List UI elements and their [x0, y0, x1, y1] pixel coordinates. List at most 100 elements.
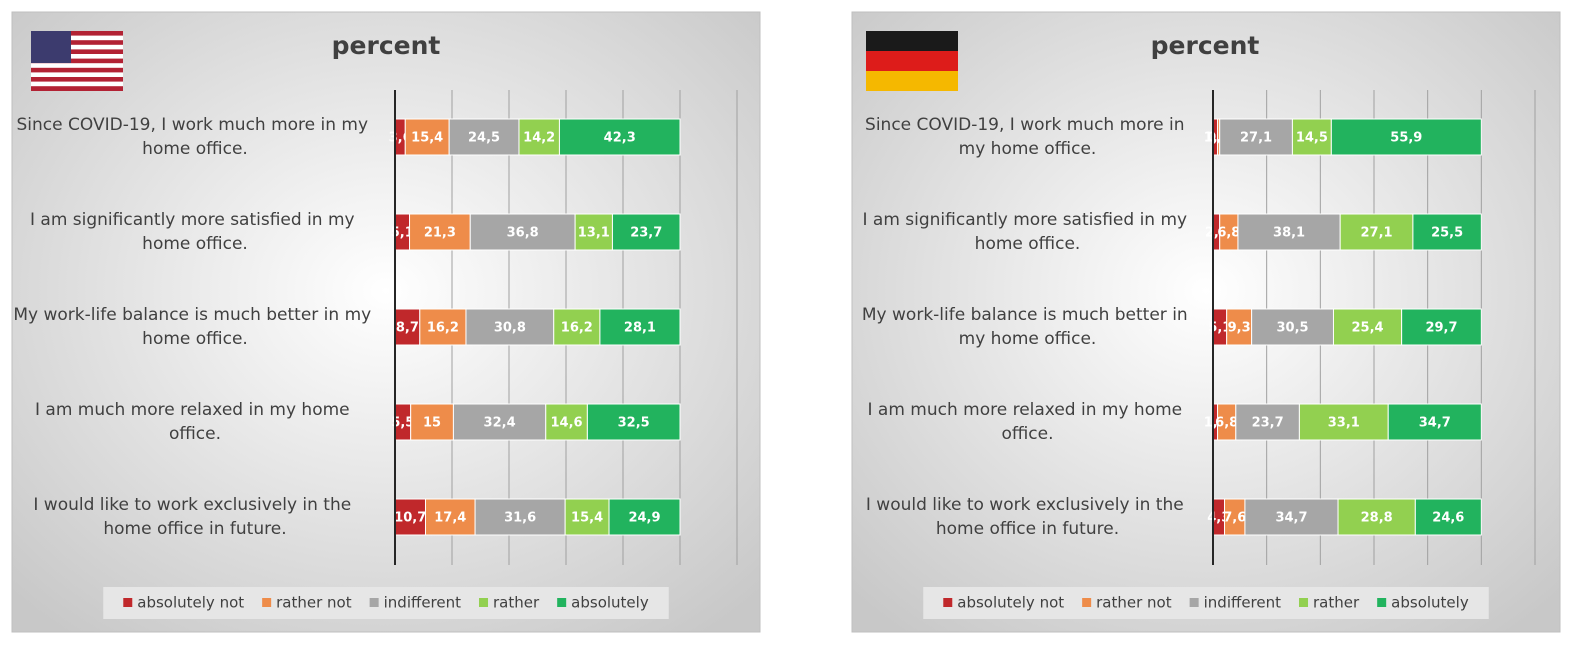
legend-swatch	[557, 598, 567, 607]
legend-label: rather	[1313, 594, 1360, 612]
value-label: 9,3	[1228, 321, 1251, 336]
value-label: 16,2	[561, 321, 593, 336]
bar-segment	[424, 498, 476, 536]
bar-segment	[469, 213, 576, 251]
legend-swatch	[369, 598, 379, 607]
legend-swatch	[262, 598, 272, 607]
bar-segment	[410, 403, 454, 441]
bar-segment	[1226, 308, 1253, 346]
value-label: 32,4	[484, 416, 516, 431]
bar-segment	[1339, 213, 1414, 251]
value-label: 31,6	[504, 511, 536, 526]
value-label: 38,1	[1273, 226, 1305, 241]
value-label: 15	[423, 416, 441, 431]
value-label: 28,8	[1361, 511, 1393, 526]
legend-label: absolutely	[1391, 594, 1469, 612]
value-label: 34,7	[1419, 416, 1451, 431]
value-label: 33,1	[1328, 416, 1360, 431]
legend-swatch	[123, 598, 133, 607]
legend-label: absolutely not	[957, 594, 1064, 612]
category-label: My work-life balance is much better in m…	[862, 305, 1193, 349]
chart-title: percent	[332, 31, 441, 60]
bar-segment	[1337, 498, 1416, 536]
legend-swatch	[1377, 598, 1387, 607]
bar-segment	[611, 213, 681, 251]
value-label: 14,5	[1296, 131, 1328, 146]
value-label: 23,7	[1252, 416, 1284, 431]
value-label: 5,1	[391, 226, 414, 241]
bar-segment	[599, 308, 681, 346]
value-label: 14,6	[551, 416, 583, 431]
value-label: 16,2	[427, 321, 459, 336]
bar-segment	[1414, 498, 1482, 536]
category-label: Since COVID-19, I work much more in my h…	[865, 115, 1190, 159]
category-label: I would like to work exclusively in the …	[33, 495, 356, 539]
bar-segment	[1332, 308, 1403, 346]
value-label: 7,6	[1223, 511, 1246, 526]
value-label: 15,4	[411, 131, 443, 146]
value-label: 15,4	[571, 511, 603, 526]
value-label: 30,5	[1277, 321, 1309, 336]
de-flag	[866, 31, 958, 91]
bar-segment	[586, 403, 681, 441]
legend-label: rather not	[1096, 594, 1172, 612]
category-label: I am significantly more satisfied in my …	[30, 210, 360, 254]
legend-label: absolutely not	[137, 594, 244, 612]
value-label: 29,7	[1425, 321, 1457, 336]
category-label: I am much more relaxed in my home office…	[35, 400, 355, 444]
value-label: 23,7	[630, 226, 662, 241]
bar-segment	[1298, 403, 1389, 441]
bar-segment	[1412, 213, 1482, 251]
bar-segment	[558, 118, 681, 156]
value-label: 24,6	[1432, 511, 1464, 526]
bar-segment	[608, 498, 681, 536]
bar-segment	[1237, 213, 1341, 251]
bar-segment	[1291, 118, 1332, 156]
value-label: 27,1	[1361, 226, 1393, 241]
bar-segment	[1235, 403, 1300, 441]
legend-label: rather	[493, 594, 540, 612]
category-label: I would like to work exclusively in the …	[866, 495, 1189, 539]
value-label: 5,1	[1208, 321, 1231, 336]
legend-label: absolutely	[571, 594, 649, 612]
bar-segment	[1387, 403, 1482, 441]
value-label: 14,2	[523, 131, 555, 146]
legend-swatch	[1299, 598, 1309, 607]
value-label: 27,1	[1240, 131, 1272, 146]
value-label: 28,1	[624, 321, 656, 336]
value-label: 24,5	[468, 131, 500, 146]
bar-segment	[452, 403, 547, 441]
value-label: 10,7	[394, 511, 426, 526]
bar-segment	[394, 308, 421, 346]
bar-segment	[545, 403, 588, 441]
bar-segment	[448, 118, 520, 156]
legend: absolutely not rather not indifferent rathe…	[923, 587, 1489, 619]
bar-segment	[1244, 498, 1339, 536]
value-label: 34,7	[1275, 511, 1307, 526]
bar-segment	[553, 308, 601, 346]
bar-segment	[474, 498, 566, 536]
category-label: My work-life balance is much better in m…	[13, 305, 376, 349]
legend-label: indifferent	[384, 594, 461, 612]
bar-segment	[394, 498, 426, 536]
us-flag	[31, 31, 123, 91]
value-label: 21,3	[424, 226, 456, 241]
value-label: 24,9	[628, 511, 660, 526]
category-label: I am much more relaxed in my home office…	[867, 400, 1187, 444]
value-label: 5,5	[391, 416, 414, 431]
value-label: 55,9	[1390, 131, 1422, 146]
legend: absolutely not rather not indifferent rathe…	[103, 587, 669, 619]
value-label: 25,4	[1352, 321, 1384, 336]
bar-segment	[564, 498, 610, 536]
category-label: Since COVID-19, I work much more in my h…	[17, 115, 374, 159]
value-label: 6,8	[1217, 226, 1240, 241]
bar-segment	[1330, 118, 1482, 156]
value-label: 13,1	[578, 226, 610, 241]
value-label: 30,8	[494, 321, 526, 336]
category-label: I am significantly more satisfied in my …	[862, 210, 1192, 254]
legend-label: indifferent	[1204, 594, 1281, 612]
value-label: 8,7	[396, 321, 419, 336]
legend-swatch	[1189, 598, 1199, 607]
legend-label: rather not	[276, 594, 352, 612]
bar-segment	[465, 308, 555, 346]
